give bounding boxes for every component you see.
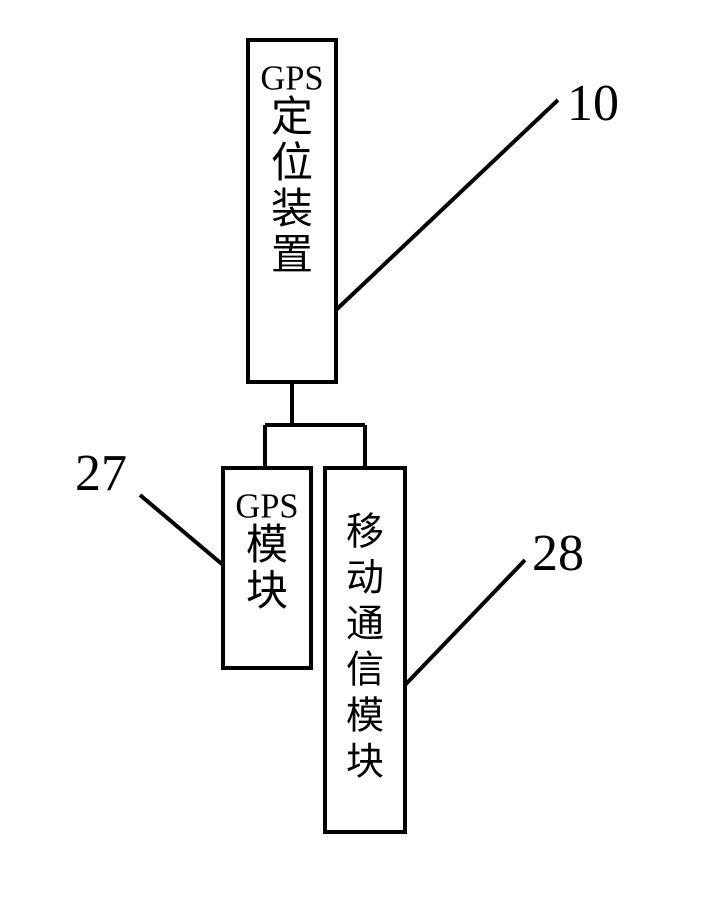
gps-module-box-char-0: GPS [235, 488, 298, 526]
label-10: 10 [336, 75, 619, 310]
label-27: 27 [75, 445, 223, 565]
mobile-comm-module-box: 移动通信模块 [325, 468, 405, 832]
gps-positioning-device-box-char-3: 装 [271, 187, 313, 233]
gps-positioning-device-box-char-4: 置 [271, 233, 313, 279]
gps-module-box-char-1: 模 [246, 523, 288, 569]
label-27-leader [140, 495, 223, 565]
label-27-text: 27 [75, 445, 127, 502]
mobile-comm-module-box-char-0: 移 [346, 511, 384, 553]
mobile-comm-module-box-char-2: 通 [346, 603, 384, 645]
mobile-comm-module-box-char-1: 动 [346, 557, 384, 599]
gps-positioning-device-box: GPS定位装置 [248, 40, 336, 382]
gps-positioning-device-box-char-1: 定 [271, 94, 313, 141]
gps-module-box-char-2: 块 [246, 569, 288, 615]
label-10-text: 10 [567, 75, 619, 132]
mobile-comm-module-box-char-5: 块 [346, 741, 384, 783]
label-28-text: 28 [532, 525, 584, 582]
gps-module-box: GPS模块 [223, 468, 311, 668]
mobile-comm-module-box-char-3: 信 [346, 649, 384, 691]
gps-positioning-device-box-char-2: 位 [271, 140, 313, 187]
label-10-leader [336, 100, 558, 310]
connectors [265, 382, 365, 468]
label-28-leader [405, 560, 525, 685]
label-28: 28 [405, 525, 584, 685]
mobile-comm-module-box-char-4: 模 [346, 695, 384, 737]
gps-positioning-device-box-char-0: GPS [260, 60, 323, 98]
